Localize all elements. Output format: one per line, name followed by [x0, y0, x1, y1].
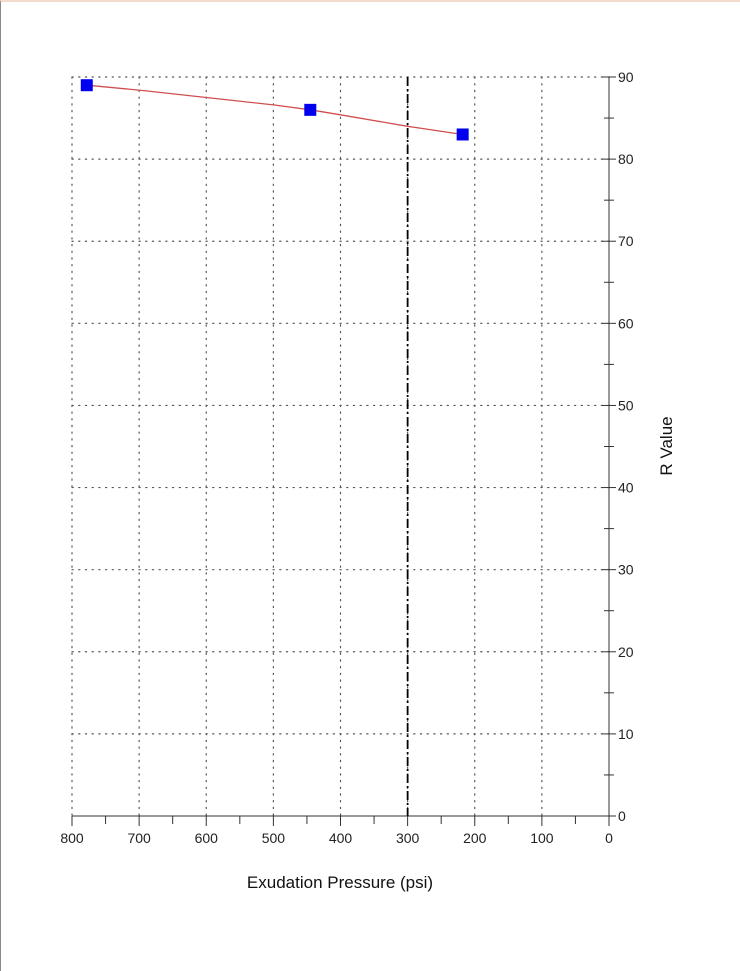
- x-tick-label: 700: [127, 830, 151, 846]
- x-tick-label: 500: [262, 830, 286, 846]
- data-point: [80, 79, 93, 92]
- data-point: [304, 103, 317, 116]
- y-tick-label: 50: [618, 397, 634, 413]
- x-tick-label: 400: [329, 830, 353, 846]
- y-tick-label: 20: [618, 644, 634, 660]
- x-tick-label: 100: [530, 830, 554, 846]
- data-points: [80, 79, 469, 141]
- y-tick-label: 0: [618, 808, 626, 824]
- axes: [71, 76, 616, 826]
- y-tick-label: 90: [618, 69, 634, 85]
- x-tick-label: 600: [195, 830, 219, 846]
- y-tick-label: 30: [618, 562, 634, 578]
- y-tick-label: 80: [618, 151, 634, 167]
- y-tick-label: 70: [618, 233, 634, 249]
- fit-curve-layer: [86, 84, 463, 136]
- y-tick-label: 40: [618, 480, 634, 496]
- x-tick-label: 200: [463, 830, 487, 846]
- grid: [71, 76, 610, 817]
- tick-labels: 800 700 600 500 400 300 200 100 00 10 20 30 40 50 60 70…: [60, 69, 633, 846]
- x-axis-title: Exudation Pressure (psi): [247, 873, 433, 892]
- data-point: [456, 128, 469, 141]
- y-tick-label: 10: [618, 726, 634, 742]
- x-tick-label: 800: [60, 830, 84, 846]
- x-tick-label: 300: [396, 830, 420, 846]
- y-tick-label: 60: [618, 315, 634, 331]
- fit-curve: [86, 84, 463, 136]
- x-tick-label: 0: [605, 830, 613, 846]
- y-axis-title: R Value: [657, 416, 676, 475]
